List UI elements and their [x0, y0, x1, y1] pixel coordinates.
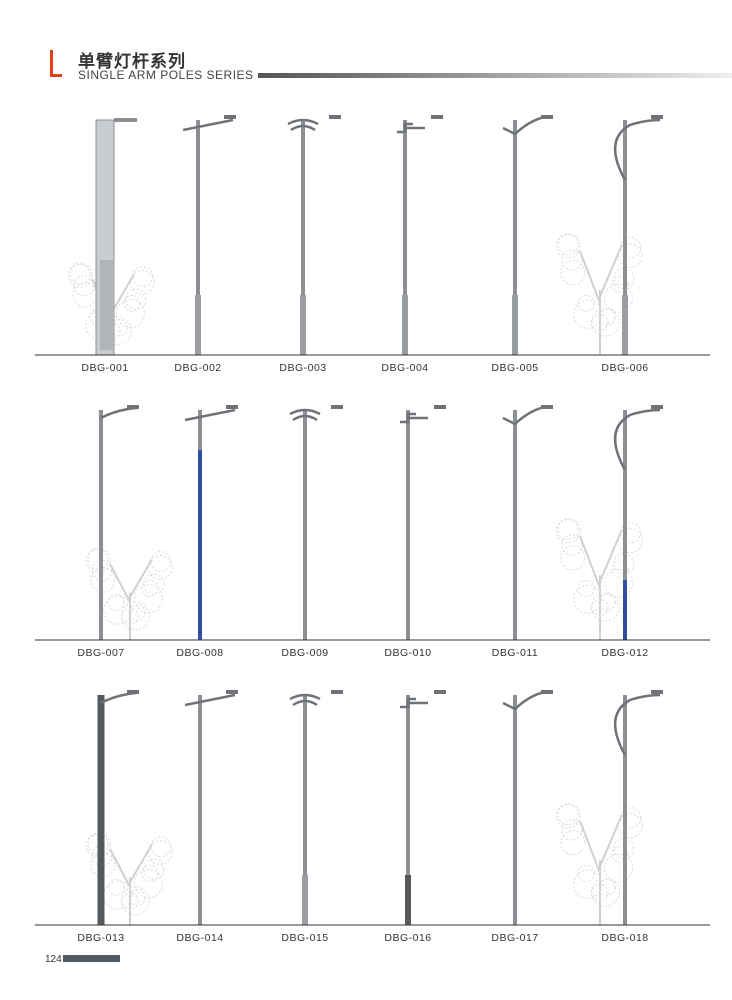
model-label: DBG-006	[601, 362, 649, 374]
pole-illustration	[289, 690, 343, 925]
tree-illustration	[555, 518, 643, 640]
pole-row	[35, 405, 710, 641]
pole-illustration	[400, 405, 446, 640]
model-label: DBG-014	[176, 932, 224, 944]
model-label: DBG-001	[81, 362, 129, 374]
header-accent	[50, 50, 53, 76]
pole-illustration	[85, 690, 173, 925]
pole-illustration	[555, 115, 663, 355]
pole-illustration	[67, 118, 155, 356]
model-label: DBG-002	[174, 362, 222, 374]
model-label: DBG-003	[279, 362, 327, 374]
tree-illustration	[555, 803, 643, 925]
model-label: DBG-010	[384, 647, 432, 659]
pole-illustration	[289, 405, 343, 640]
model-label: DBG-018	[601, 932, 649, 944]
pole-illustration	[502, 405, 553, 640]
pole-illustration	[555, 405, 663, 640]
page-number: 124	[45, 954, 62, 965]
page-title-cn: 单臂灯杆系列	[78, 52, 186, 71]
model-label: DBG-017	[491, 932, 539, 944]
pole-illustration	[184, 405, 238, 640]
model-label: DBG-005	[491, 362, 539, 374]
header-accent-foot	[50, 74, 62, 77]
pole-illustration	[555, 690, 663, 925]
pole-illustration	[85, 405, 173, 640]
page-title-en: SINGLE ARM POLES SERIES	[78, 68, 254, 82]
model-label: DBG-008	[176, 647, 224, 659]
pole-illustration	[502, 115, 553, 355]
pole-row	[35, 690, 710, 926]
model-label: DBG-009	[281, 647, 329, 659]
tree-illustration	[85, 547, 173, 640]
pole-illustration	[182, 115, 236, 355]
pole-illustration	[397, 115, 443, 355]
pole-illustration	[184, 690, 238, 925]
model-label: DBG-013	[77, 932, 125, 944]
model-label: DBG-011	[491, 647, 539, 659]
model-label: DBG-007	[77, 647, 125, 659]
model-label: DBG-016	[384, 932, 432, 944]
pole-illustration	[287, 115, 341, 355]
pole-illustration	[400, 690, 446, 925]
model-label: DBG-004	[381, 362, 429, 374]
tree-illustration	[555, 233, 643, 355]
model-label: DBG-015	[281, 932, 329, 944]
model-label: DBG-012	[601, 647, 649, 659]
header-gradient-bar	[258, 73, 732, 78]
pole-row	[35, 115, 710, 356]
pole-illustration	[502, 690, 553, 925]
footer-bar	[63, 955, 120, 962]
